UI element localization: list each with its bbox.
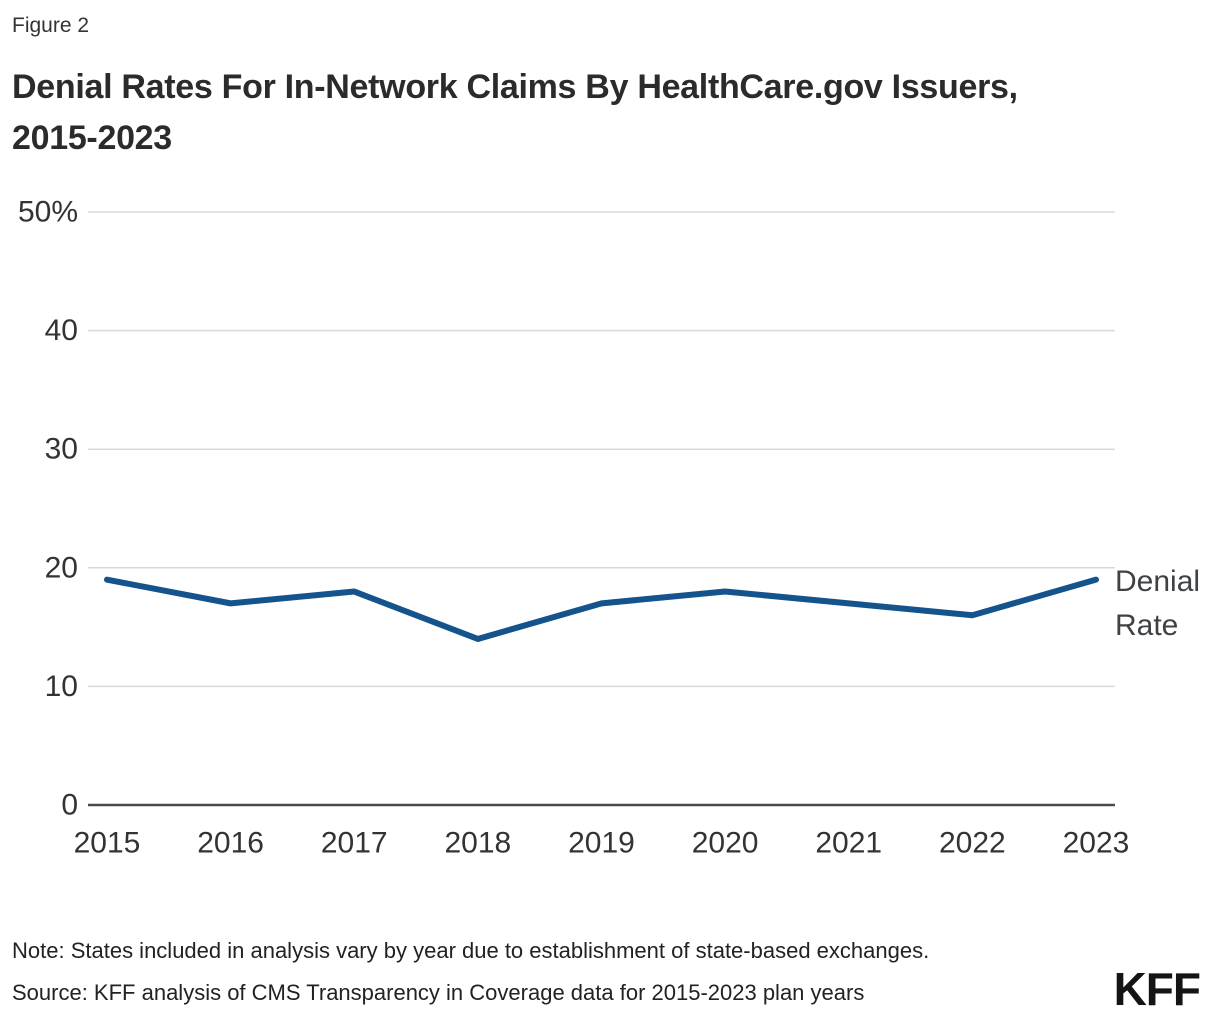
chart-source: Source: KFF analysis of CMS Transparency…	[12, 980, 865, 1005]
x-tick-label: 2015	[74, 827, 141, 860]
x-tick-label: 2018	[445, 827, 512, 860]
figure-label: Figure 2	[12, 14, 90, 37]
x-tick-label: 2016	[197, 827, 264, 860]
x-tick-label: 2021	[815, 827, 882, 860]
series-label: Denial Rate	[1115, 565, 1201, 642]
y-tick-label: 40	[45, 314, 78, 347]
chart-title: Denial Rates For In-Network Claims By He…	[12, 68, 1018, 157]
denial-rate-line	[104, 576, 1099, 642]
x-tick-label: 2017	[321, 827, 388, 860]
x-tick-label: 2020	[692, 827, 759, 860]
x-tick-label: 2023	[1063, 827, 1130, 860]
chart-note: Note: States included in analysis vary b…	[12, 938, 930, 963]
y-tick-label: 30	[45, 433, 78, 466]
x-tick-label: 2022	[939, 827, 1006, 860]
x-tick-label: 2019	[568, 827, 635, 860]
y-tick-label: 0	[61, 789, 78, 822]
y-tick-label: 20	[45, 551, 78, 584]
kff-logo: KFF	[1113, 963, 1201, 1015]
denial-rate-line-chart: 0 10 20 30 40 50% 2015 2016 2017 2018 2019 2020 2021…	[18, 196, 1130, 860]
y-tick-label: 50%	[18, 196, 78, 229]
y-tick-label: 10	[45, 670, 78, 703]
